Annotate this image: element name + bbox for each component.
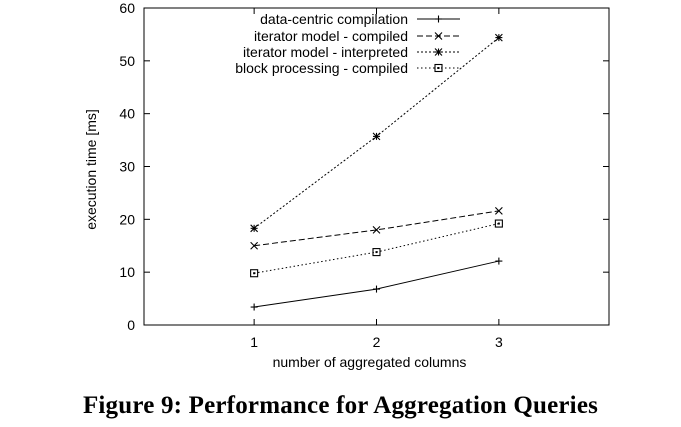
data-point (494, 219, 503, 228)
y-tick-label: 40 (119, 106, 135, 122)
legend-marker (434, 32, 443, 40)
data-point (494, 206, 503, 215)
marker-stroke (250, 241, 259, 250)
data-point (495, 257, 503, 265)
marker-dot (497, 222, 500, 225)
data-point (250, 303, 258, 311)
x-tick-label: 1 (250, 334, 258, 350)
marker-stroke (372, 226, 381, 234)
data-point (250, 241, 259, 250)
marker-stroke (250, 224, 259, 233)
marker-stroke (494, 206, 503, 215)
legend-marker (434, 48, 443, 56)
y-axis-label: execution time [ms] (83, 109, 99, 230)
legend-label: data-centric compilation (260, 11, 408, 27)
y-tick-label: 30 (119, 159, 135, 175)
x-tick-label: 2 (373, 334, 381, 350)
marker-stroke (494, 33, 503, 42)
y-tick-label: 50 (119, 53, 135, 69)
data-point (373, 285, 380, 293)
data-point (250, 224, 259, 233)
marker-stroke (434, 48, 443, 56)
legend-marker (434, 63, 443, 73)
figure-caption: Figure 9: Performance for Aggregation Qu… (82, 392, 599, 419)
data-point (494, 33, 503, 42)
y-tick-label: 20 (119, 211, 135, 227)
data-point (372, 248, 381, 257)
marker-stroke (250, 269, 259, 278)
marker-dot (437, 67, 440, 69)
legend-label: block processing - compiled (235, 60, 408, 76)
marker-dot (375, 251, 378, 254)
marker-stroke (372, 248, 381, 257)
y-tick-label: 0 (127, 317, 135, 333)
series-3 (250, 33, 503, 233)
legend-marker (435, 15, 442, 23)
x-axis-label: number of aggregated columns (273, 354, 467, 370)
line-chart: 0 10 20 30 40 50 60 1 2 3 number of aggregated col… (83, 0, 610, 370)
legend-label: iterator model - compiled (254, 28, 408, 44)
marker-stroke (434, 32, 443, 40)
series-2 (250, 206, 503, 250)
series-4 (250, 219, 503, 278)
x-tick-label: 3 (495, 334, 503, 350)
series-1 (250, 257, 503, 311)
y-tick-label: 60 (119, 0, 135, 16)
series-line (254, 260, 499, 308)
legend-label: iterator model - interpreted (243, 44, 408, 60)
data-point (372, 132, 381, 141)
data-point (250, 269, 259, 278)
marker-dot (253, 272, 256, 275)
marker-stroke (434, 63, 443, 73)
series-line (254, 210, 499, 247)
y-tick-label: 10 (119, 264, 135, 280)
marker-stroke (494, 219, 503, 228)
marker-stroke (372, 132, 381, 141)
data-point (372, 226, 381, 234)
